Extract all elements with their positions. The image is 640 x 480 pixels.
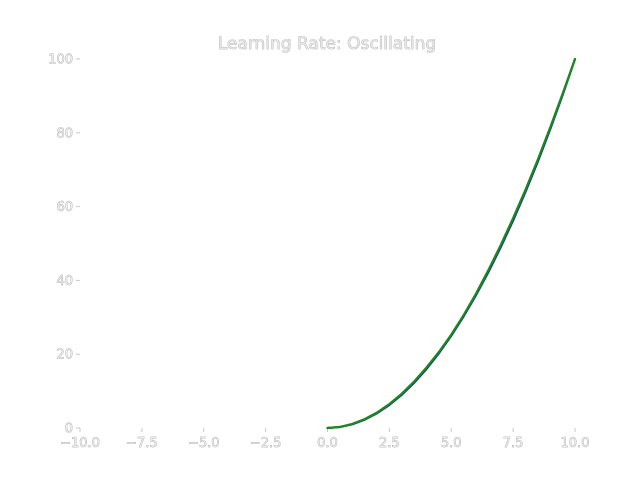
- series-layer: [326, 57, 577, 430]
- y-tick-label: 100: [48, 53, 73, 68]
- x-tick-label: −7.5: [126, 436, 158, 451]
- x-tick-label: 10.0: [561, 436, 590, 451]
- y-tick-label: 0: [65, 422, 73, 437]
- x-tick-label: −10.0: [60, 436, 100, 451]
- series-line-1: [326, 57, 577, 430]
- x-tick-label: 7.5: [503, 436, 524, 451]
- x-tick-label: 0.0: [317, 436, 338, 451]
- y-axis: 0 20 40 60 80 100: [48, 52, 80, 437]
- x-tick-label: 5.0: [441, 436, 462, 451]
- x-tick-label: −5.0: [188, 436, 220, 451]
- series-line-2: [326, 57, 577, 430]
- y-tick-label: 60: [56, 200, 73, 215]
- y-tick-label: 20: [56, 348, 73, 363]
- y-tick-label: 80: [56, 126, 73, 141]
- x-tick-label: 2.5: [379, 436, 400, 451]
- x-axis: −10.0 −7.5 −5.0 −2.5 0.0 2.5 5.0 7.5 10.0: [60, 428, 590, 451]
- y-tick-label: 40: [56, 274, 73, 289]
- chart-title: Learning Rate: Oscillating: [218, 34, 436, 54]
- x-tick-label: −2.5: [250, 436, 282, 451]
